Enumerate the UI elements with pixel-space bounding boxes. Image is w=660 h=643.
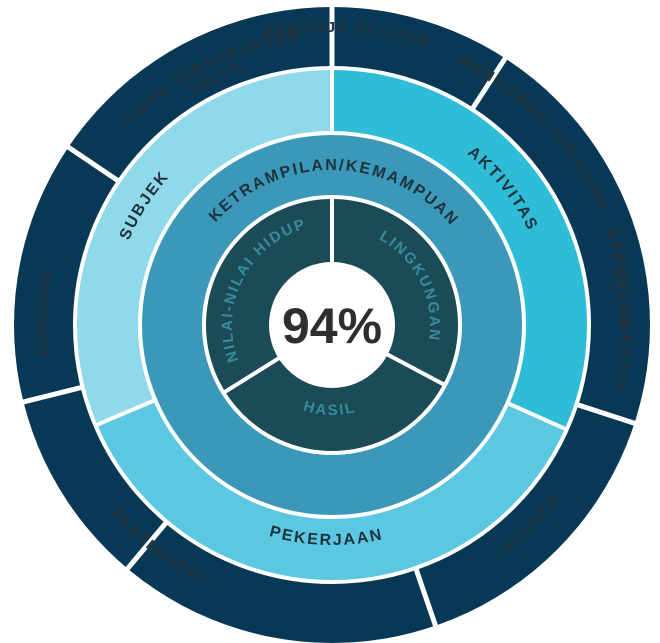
traits-divider-5 [124, 518, 171, 572]
interest-divider-3 [94, 397, 158, 428]
interest-segment-pekerjaan [95, 399, 567, 582]
traits-divider-4 [412, 565, 439, 629]
trait-label-dominan: DOMINAN [34, 268, 56, 357]
interest-divider-2 [504, 400, 568, 432]
traits-divider-3 [573, 401, 638, 427]
core-label-hasil: HASIL [302, 398, 358, 419]
core-divider-3 [221, 356, 281, 396]
center-circle [269, 262, 395, 388]
traits-divider-2 [468, 55, 509, 113]
traits-divider-7 [65, 143, 122, 185]
traits-divider-6 [20, 384, 86, 405]
center-percentage: 94% [282, 298, 382, 354]
core-divider-2 [385, 352, 447, 388]
